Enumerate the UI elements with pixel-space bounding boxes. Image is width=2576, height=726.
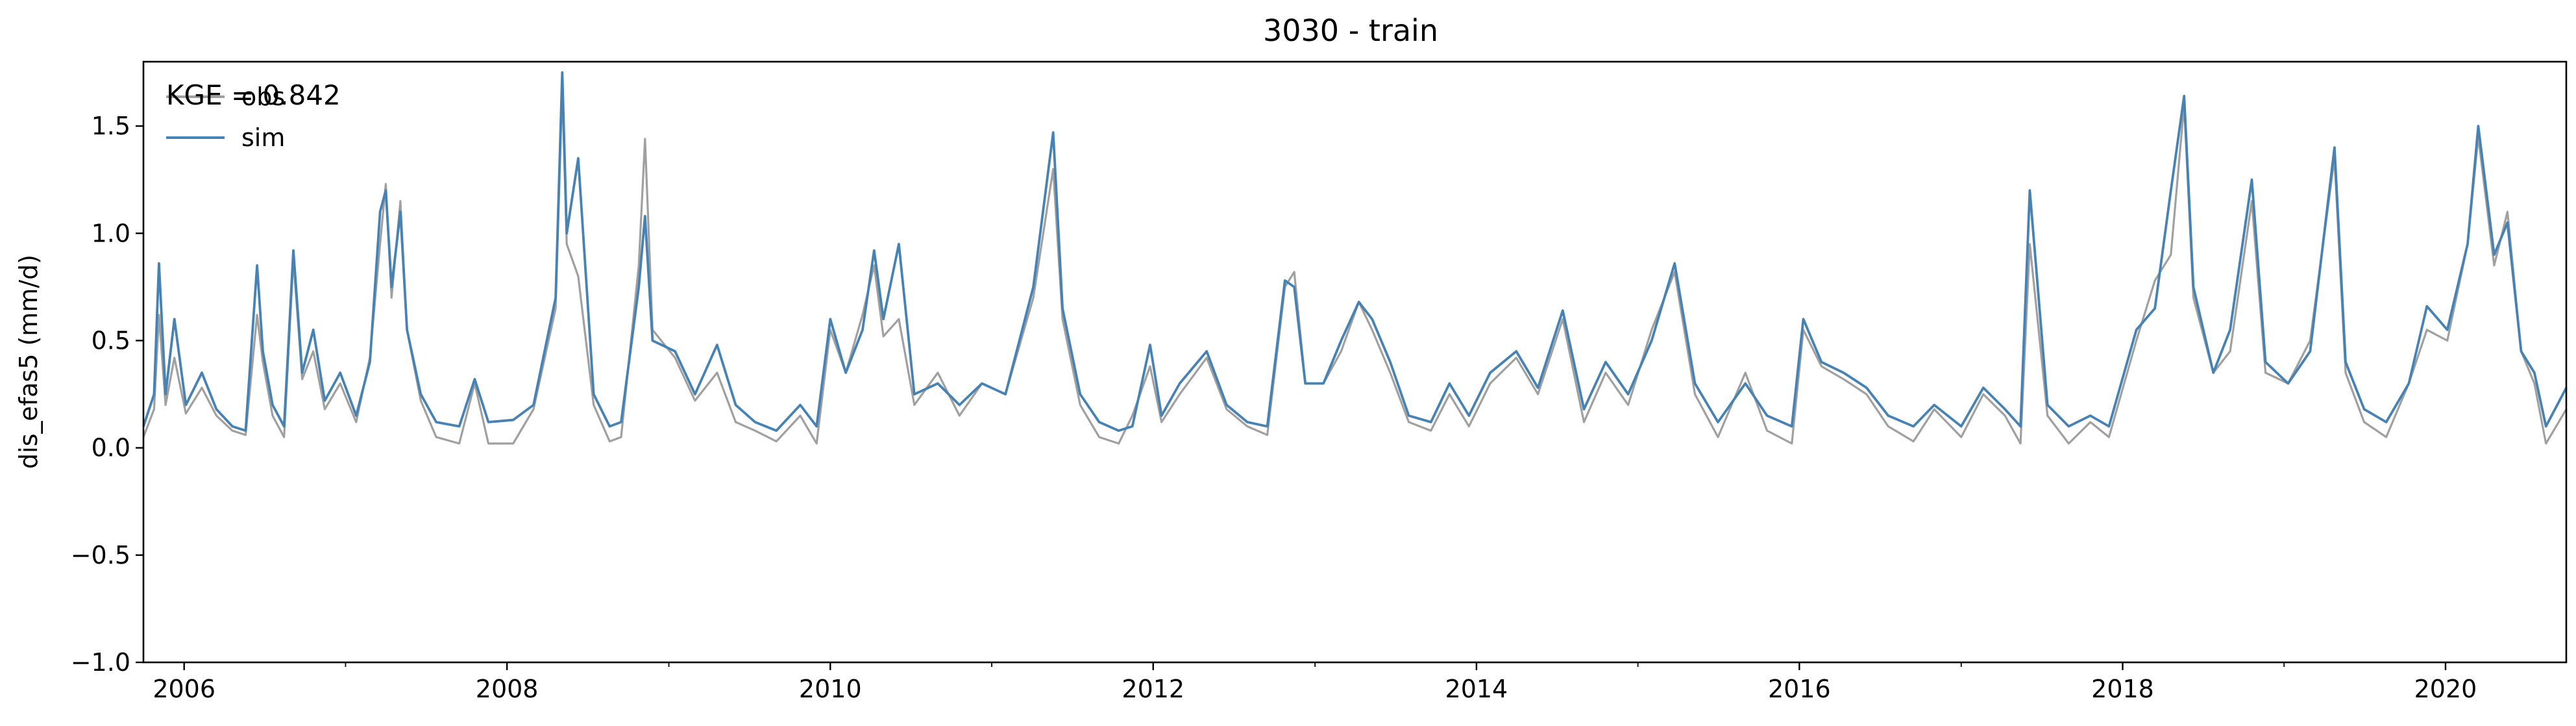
- x-tick-label: 2018: [2091, 675, 2154, 703]
- series-lines: [142, 71, 2568, 445]
- kge-annotation: KGE = 0.842: [166, 79, 341, 111]
- plot-frame: [142, 60, 2568, 664]
- x-tick-label: 2006: [153, 675, 215, 703]
- y-tick-label: 0.0: [92, 434, 130, 462]
- x-tick-label: 2014: [1445, 675, 1508, 703]
- y-tick-label: 1.5: [92, 112, 130, 140]
- y-tick-label: 1.0: [92, 219, 130, 247]
- x-tick-label: 2012: [1122, 675, 1184, 703]
- x-tick-label: 2008: [476, 675, 539, 703]
- legend-label-sim: sim: [241, 123, 285, 152]
- y-tick-label: −1.0: [71, 648, 130, 677]
- y-tick-label: 0.5: [92, 326, 130, 355]
- legend: obs sim: [166, 82, 285, 152]
- x-tick-label: 2020: [2414, 675, 2477, 703]
- plot-area: [142, 60, 2568, 664]
- y-axis: −1.0 −0.5 0.0 0.5 1.0 1.5: [71, 112, 143, 677]
- plot-background: [143, 62, 2566, 662]
- x-axis: 2006 2008 2010 2012 2014 2016 2018 2020: [153, 662, 2477, 703]
- y-tick-label: −0.5: [71, 541, 130, 570]
- series-line-sim: [142, 71, 2568, 432]
- chart-title: 3030 - train: [1263, 13, 1438, 48]
- x-tick-label: 2016: [1768, 675, 1831, 703]
- legend-label-obs: obs: [241, 82, 285, 111]
- y-axis-label: dis_efas5 (mm/d): [14, 255, 43, 469]
- x-tick-label: 2010: [799, 675, 862, 703]
